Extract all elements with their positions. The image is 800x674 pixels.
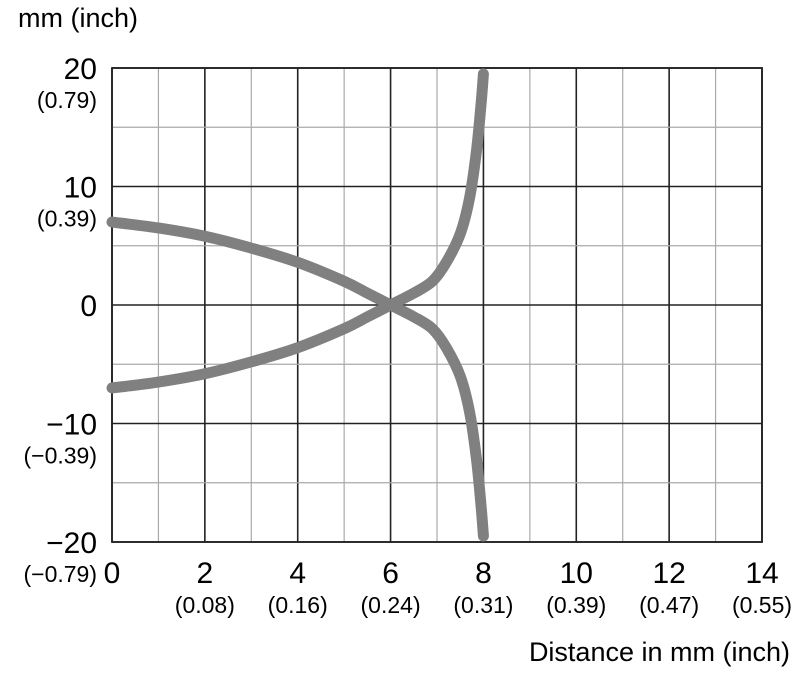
x-tick-label: 6 bbox=[382, 557, 399, 590]
y-tick-label: 0 bbox=[80, 290, 97, 323]
y-tick-label: −10 bbox=[46, 409, 97, 442]
series-line-1 bbox=[106, 216, 489, 542]
x-tick-sublabel: (0.24) bbox=[361, 592, 421, 618]
x-tick-label: 12 bbox=[652, 557, 685, 590]
y-tick-label: 20 bbox=[64, 53, 97, 86]
y-tick-label: −20 bbox=[46, 527, 97, 560]
plot-frame bbox=[111, 67, 763, 543]
y-tick-sublabel: (0.79) bbox=[37, 87, 97, 113]
x-tick-label: 10 bbox=[560, 557, 593, 590]
grid bbox=[111, 67, 763, 543]
x-tick-label: 4 bbox=[289, 557, 306, 590]
y-tick-labels: 20(0.79) 10(0.39) 0 −10(−0.39) −20(−0.79) bbox=[23, 53, 97, 587]
y-tick-sublabel: (0.39) bbox=[37, 206, 97, 232]
x-tick-sublabel: (0.16) bbox=[268, 592, 328, 618]
x-tick-sublabel: (0.08) bbox=[175, 592, 235, 618]
x-tick-sublabel: (0.39) bbox=[546, 592, 606, 618]
x-tick-label: 14 bbox=[745, 557, 778, 590]
x-tick-sublabel: (0.55) bbox=[732, 592, 792, 618]
x-axis-label: Distance in mm (inch) bbox=[529, 637, 790, 667]
x-tick-sublabel: (0.47) bbox=[639, 592, 699, 618]
x-tick-label: 8 bbox=[475, 557, 492, 590]
y-tick-label: 10 bbox=[64, 172, 97, 205]
series-layer bbox=[106, 68, 489, 542]
x-tick-label: 0 bbox=[104, 557, 121, 590]
x-tick-sublabel: (0.31) bbox=[453, 592, 513, 618]
y-tick-sublabel: (−0.39) bbox=[23, 443, 97, 469]
series-line-2 bbox=[106, 68, 489, 394]
x-tick-label: 2 bbox=[197, 557, 214, 590]
y-unit-label: mm (inch) bbox=[18, 3, 138, 33]
x-tick-labels: 0 2(0.08)4(0.16)6(0.24)8(0.31)10(0.39)12(… bbox=[104, 557, 792, 618]
y-tick-sublabel: (−0.79) bbox=[23, 561, 97, 587]
